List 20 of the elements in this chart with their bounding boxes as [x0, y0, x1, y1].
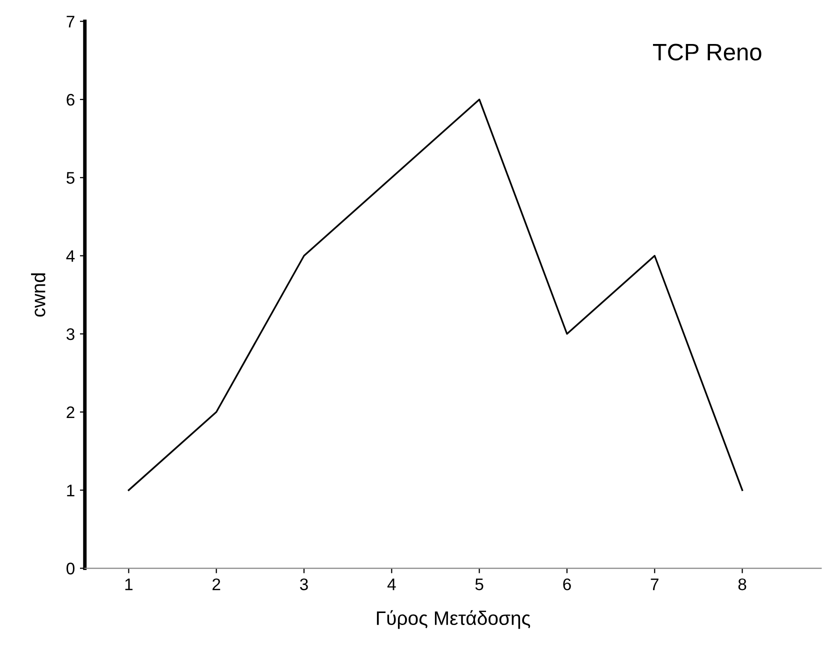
y-tick-label: 0 — [66, 562, 74, 574]
x-tick-label: 5 — [475, 578, 484, 590]
y-tick-label: 3 — [66, 328, 74, 340]
y-tick-label: 5 — [66, 172, 74, 184]
x-axis-title: Γύρος Μετάδοσης — [376, 610, 530, 629]
x-tick-label: 7 — [650, 578, 658, 590]
y-tick-label: 7 — [66, 16, 74, 28]
x-tick-label: 8 — [738, 578, 746, 590]
x-tick-label: 3 — [300, 578, 308, 590]
x-tick-label: 2 — [212, 578, 220, 590]
y-axis-title: cwnd — [31, 273, 46, 317]
line-series — [128, 98, 744, 491]
y-tick-label: 1 — [67, 484, 74, 496]
x-tick-label: 4 — [387, 578, 396, 590]
y-tick-label: 4 — [66, 250, 75, 262]
y-tick-label: 6 — [66, 94, 74, 106]
annotation: TCP Reno — [653, 44, 762, 60]
y-tick-label: 2 — [66, 406, 74, 418]
x-tick-label: 6 — [563, 578, 571, 590]
x-tick-label: 1 — [125, 578, 133, 590]
